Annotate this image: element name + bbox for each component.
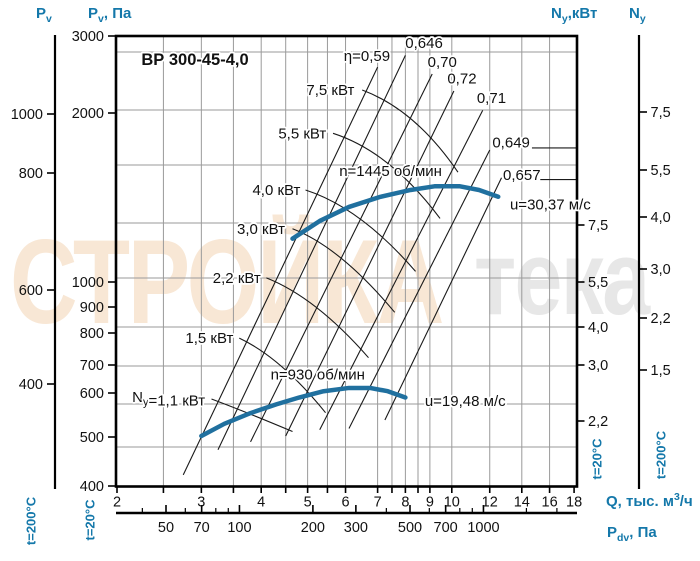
svg-text:ВР 300-45-4,0: ВР 300-45-4,0 — [141, 51, 248, 69]
fan-curves — [199, 184, 501, 439]
svg-text:3000: 3000 — [72, 29, 104, 45]
svg-text:7,5: 7,5 — [588, 218, 608, 234]
svg-text:18: 18 — [566, 495, 582, 511]
fan-curve-1445 — [290, 184, 501, 241]
svg-text:3,0: 3,0 — [588, 358, 608, 374]
svg-text:2,2 кВт: 2,2 кВт — [213, 270, 261, 287]
svg-text:4,0: 4,0 — [588, 320, 608, 336]
svg-text:600: 600 — [80, 386, 104, 402]
svg-text:0,71: 0,71 — [477, 90, 506, 107]
temp-label-t20-right: t=20°C — [589, 438, 605, 480]
axis-title-pv-t200: Pv — [36, 5, 52, 25]
grid-lines — [116, 36, 577, 487]
svg-text:800: 800 — [80, 326, 104, 342]
temp-label-t200-right: t=200°C — [653, 430, 669, 480]
svg-text:5: 5 — [304, 495, 312, 511]
svg-text:n=1445 об/мин: n=1445 об/мин — [339, 163, 442, 180]
svg-text:1000: 1000 — [11, 107, 43, 123]
watermark-stroyka: СТРОЙКА — [10, 215, 444, 349]
temp-label-t200-left: t=200°C — [23, 496, 39, 546]
svg-text:7,5: 7,5 — [651, 105, 671, 121]
svg-text:u=19,48 м/с: u=19,48 м/с — [425, 393, 506, 410]
axis-title-q: Q, тыс. м3/ч — [606, 491, 693, 510]
temp-label-t20-left: t=20°C — [82, 499, 98, 541]
svg-text:200: 200 — [301, 520, 325, 536]
svg-text:70: 70 — [194, 520, 210, 536]
axis-title-ny-t200: Nу — [629, 5, 646, 25]
svg-text:3,0: 3,0 — [651, 262, 671, 278]
axes — [47, 35, 647, 515]
svg-text:14: 14 — [514, 495, 530, 511]
svg-text:1,5 кВт: 1,5 кВт — [185, 330, 233, 347]
svg-text:Nу=1,1 кВт: Nу=1,1 кВт — [132, 389, 205, 410]
svg-text:4,0: 4,0 — [651, 210, 671, 226]
svg-text:8: 8 — [401, 495, 409, 511]
axis-labels: 3000 2000 1000 900 800 700 600 500 400 2 3 4 5 6 7 8 9 10… — [11, 29, 671, 536]
svg-text:η=0,59: η=0,59 — [344, 48, 390, 65]
svg-text:9: 9 — [426, 495, 434, 511]
svg-text:16: 16 — [542, 495, 558, 511]
svg-text:1,5: 1,5 — [651, 363, 671, 379]
svg-text:1000: 1000 — [467, 520, 499, 536]
annotations: ВР 300-45-4,0 η=0,59 0,646 0,700,720,71 0,64… — [130, 33, 593, 411]
svg-text:0,646: 0,646 — [405, 35, 443, 52]
svg-text:400: 400 — [80, 479, 104, 495]
svg-text:0,657: 0,657 — [503, 167, 541, 184]
svg-text:12: 12 — [482, 495, 498, 511]
svg-text:600: 600 — [19, 283, 43, 299]
svg-text:4,0 кВт: 4,0 кВт — [252, 182, 300, 199]
svg-text:3: 3 — [197, 495, 205, 511]
plot-border — [114, 34, 579, 488]
svg-text:0,70: 0,70 — [428, 54, 457, 71]
svg-text:300: 300 — [344, 520, 368, 536]
svg-text:5,5: 5,5 — [651, 163, 671, 179]
svg-text:7: 7 — [374, 495, 382, 511]
fan-curve-930 — [199, 385, 408, 439]
svg-text:4: 4 — [257, 495, 265, 511]
svg-text:u=30,37 м/с: u=30,37 м/с — [510, 197, 591, 214]
svg-text:500: 500 — [80, 430, 104, 446]
svg-text:400: 400 — [19, 377, 43, 393]
svg-text:7,5 кВт: 7,5 кВт — [306, 82, 354, 99]
svg-text:6: 6 — [342, 495, 350, 511]
svg-text:700: 700 — [80, 358, 104, 374]
svg-text:2,2: 2,2 — [651, 311, 671, 327]
svg-text:0,72: 0,72 — [447, 70, 476, 87]
svg-text:3,0 кВт: 3,0 кВт — [237, 221, 285, 238]
svg-text:900: 900 — [80, 300, 104, 316]
svg-text:5,5 кВт: 5,5 кВт — [278, 125, 326, 142]
efficiency-and-power-lines — [182, 55, 578, 476]
svg-text:10: 10 — [444, 495, 460, 511]
svg-text:500: 500 — [398, 520, 422, 536]
svg-text:5,5: 5,5 — [588, 275, 608, 291]
svg-text:50: 50 — [158, 520, 174, 536]
axis-title-pdv: Pdv, Па — [607, 524, 657, 544]
svg-text:100: 100 — [227, 520, 251, 536]
axis-title-pv-pa: Pv, Па — [88, 5, 132, 25]
svg-text:2000: 2000 — [72, 106, 104, 122]
svg-text:n=930 об/мин: n=930 об/мин — [271, 367, 365, 384]
svg-text:800: 800 — [19, 166, 43, 182]
svg-text:1000: 1000 — [72, 275, 104, 291]
axis-title-ny-kvt: Nу,кВт — [551, 5, 598, 25]
svg-text:2,2: 2,2 — [588, 414, 608, 430]
svg-text:700: 700 — [434, 520, 458, 536]
svg-text:2: 2 — [113, 495, 121, 511]
svg-text:0,649: 0,649 — [492, 135, 530, 152]
